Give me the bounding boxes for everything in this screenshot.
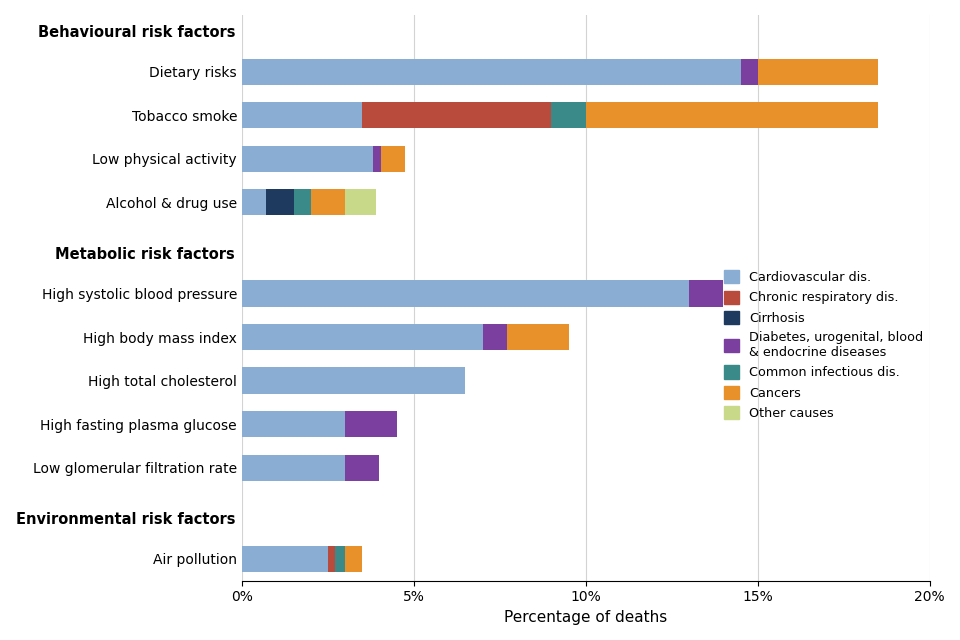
Bar xyxy=(345,454,379,481)
Bar xyxy=(483,324,507,350)
Bar xyxy=(242,324,483,350)
Bar xyxy=(266,189,294,215)
Bar xyxy=(328,546,335,572)
Legend: Cardiovascular dis., Chronic respiratory dis., Cirrhosis, Diabetes, urogenital, : Cardiovascular dis., Chronic respiratory… xyxy=(724,270,924,420)
Bar xyxy=(311,189,345,215)
Bar xyxy=(335,546,345,572)
Bar xyxy=(507,324,568,350)
Bar xyxy=(242,454,345,481)
Bar xyxy=(757,58,878,84)
Bar xyxy=(689,280,724,307)
Bar xyxy=(242,411,345,437)
Bar xyxy=(345,411,396,437)
Bar xyxy=(242,102,362,128)
Bar xyxy=(242,367,466,394)
Text: Behavioural risk factors: Behavioural risk factors xyxy=(37,25,235,40)
Bar xyxy=(294,189,311,215)
Bar xyxy=(551,102,586,128)
X-axis label: Percentage of deaths: Percentage of deaths xyxy=(504,610,667,625)
Text: Environmental risk factors: Environmental risk factors xyxy=(15,512,235,527)
Bar xyxy=(242,189,266,215)
Bar xyxy=(586,102,878,128)
Bar xyxy=(345,546,362,572)
Bar xyxy=(740,58,757,84)
Bar xyxy=(372,145,381,172)
Bar xyxy=(242,280,689,307)
Bar xyxy=(242,145,372,172)
Bar xyxy=(362,102,551,128)
Bar xyxy=(242,58,740,84)
Bar xyxy=(242,546,328,572)
Text: Metabolic risk factors: Metabolic risk factors xyxy=(56,247,235,262)
Bar xyxy=(345,189,376,215)
Bar xyxy=(381,145,405,172)
